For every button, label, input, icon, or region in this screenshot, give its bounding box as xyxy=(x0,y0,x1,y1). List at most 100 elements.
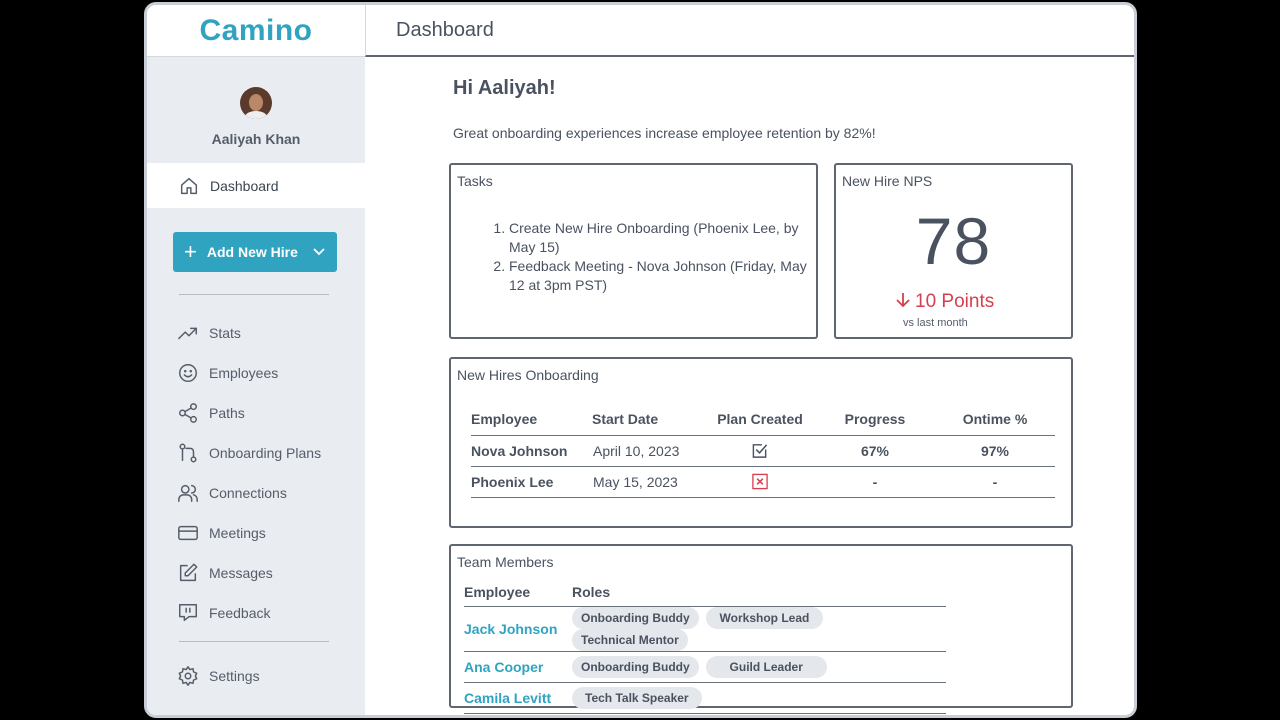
card-icon xyxy=(178,525,198,541)
column-header[interactable]: Start Date xyxy=(592,403,705,436)
git-branch-icon xyxy=(179,443,197,463)
roles-cell: Tech Talk Speaker xyxy=(572,682,946,714)
sidebar-divider xyxy=(179,641,329,642)
nps-value: 78 xyxy=(915,204,992,278)
greeting: Hi Aaliyah! xyxy=(453,77,556,99)
ontime-value: 97% xyxy=(935,435,1055,467)
employee-link[interactable]: Camila Levitt xyxy=(464,682,572,714)
role-badge: Workshop Lead xyxy=(705,606,824,629)
table-header-row: Employee Roles xyxy=(464,578,946,607)
sidebar-item-label: Onboarding Plans xyxy=(209,445,322,461)
column-header[interactable]: Plan Created xyxy=(705,403,815,436)
sidebar-item-paths[interactable]: Paths xyxy=(147,393,365,433)
new-hires-card: New Hires Onboarding Employee Start Date… xyxy=(449,357,1073,528)
app-window: Camino Aaliyah Khan Dashboard + Add New … xyxy=(144,2,1137,718)
progress-value: 67% xyxy=(815,435,935,467)
column-header[interactable]: Employee xyxy=(471,403,592,436)
role-badge: Tech Talk Speaker xyxy=(572,686,702,709)
share-icon xyxy=(179,403,197,423)
nps-title: New Hire NPS xyxy=(842,173,933,189)
plus-icon: + xyxy=(184,239,197,264)
sidebar-item-label: Meetings xyxy=(209,525,266,541)
sidebar-item-label: Dashboard xyxy=(210,177,279,194)
table-row: Ana Cooper Onboarding Buddy Guild Leader xyxy=(464,651,946,683)
column-header[interactable]: Roles xyxy=(572,578,946,607)
sidebar-item-messages[interactable]: Messages xyxy=(147,553,365,593)
table-row: Camila Levitt Tech Talk Speaker xyxy=(464,682,946,714)
edit-icon xyxy=(179,563,198,582)
sidebar-divider xyxy=(179,294,329,295)
user-profile: Aaliyah Khan xyxy=(147,57,365,163)
page-title: Dashboard xyxy=(396,18,494,41)
column-header[interactable]: Ontime % xyxy=(935,403,1055,436)
main-content: Hi Aaliyah! Great onboarding experiences… xyxy=(365,57,1134,715)
role-badge: Onboarding Buddy xyxy=(572,606,699,629)
message-icon xyxy=(179,604,197,622)
table-header-row: Employee Start Date Plan Created Progres… xyxy=(471,403,1055,436)
smiley-icon xyxy=(179,364,197,382)
checkbox-x-icon[interactable] xyxy=(751,473,769,490)
sidebar-item-feedback[interactable]: Feedback xyxy=(147,593,365,633)
plan-created-cell xyxy=(705,466,815,498)
sidebar-item-label: Messages xyxy=(209,565,273,581)
nps-change-value: 10 Points xyxy=(915,291,995,312)
trending-icon xyxy=(178,327,197,340)
logo-bar: Camino xyxy=(147,5,365,57)
task-list: Create New Hire Onboarding (Phoenix Lee,… xyxy=(509,219,809,295)
nps-change: 10 Points xyxy=(896,291,994,313)
progress-value: - xyxy=(815,466,935,498)
role-badge: Technical Mentor xyxy=(572,628,688,651)
table-row: Nova Johnson April 10, 2023 67% 97% xyxy=(471,435,1055,467)
team-members-title: Team Members xyxy=(457,554,554,570)
avatar[interactable] xyxy=(240,87,272,119)
employee-link[interactable]: Jack Johnson xyxy=(464,606,572,652)
chevron-down-icon[interactable] xyxy=(313,245,325,259)
role-badge: Guild Leader xyxy=(705,655,827,678)
employee-link[interactable]: Ana Cooper xyxy=(464,651,572,683)
new-hires-title: New Hires Onboarding xyxy=(457,367,599,383)
plan-created-cell xyxy=(705,435,815,467)
sidebar-item-settings[interactable]: Settings xyxy=(147,656,365,696)
sidebar-item-label: Connections xyxy=(209,485,287,501)
nps-subtext: vs last month xyxy=(903,317,968,329)
column-header[interactable]: Employee xyxy=(464,578,572,607)
team-table: Employee Roles Jack Johnson Onboarding B… xyxy=(464,578,946,714)
sidebar-item-meetings[interactable]: Meetings xyxy=(147,513,365,553)
users-icon xyxy=(178,484,198,502)
profile-name: Aaliyah Khan xyxy=(211,131,301,147)
table-row: Phoenix Lee May 15, 2023 - - xyxy=(471,466,1055,498)
nps-card: New Hire NPS 78 10 Points vs last month xyxy=(834,163,1073,339)
task-item[interactable]: Create New Hire Onboarding (Phoenix Lee,… xyxy=(509,219,809,257)
gear-icon xyxy=(178,666,198,686)
sidebar-item-label: Employees xyxy=(209,365,279,381)
sidebar-item-employees[interactable]: Employees xyxy=(147,353,365,393)
checkbox-checked-icon[interactable] xyxy=(751,442,769,459)
roles-cell: Onboarding Buddy Workshop Lead Technical… xyxy=(572,606,946,652)
arrow-down-icon xyxy=(896,293,910,308)
sidebar-item-connections[interactable]: Connections xyxy=(147,473,365,513)
task-item[interactable]: Feedback Meeting - Nova Johnson (Friday,… xyxy=(509,257,809,295)
sidebar-item-label: Stats xyxy=(209,325,241,341)
ontime-value: - xyxy=(935,466,1055,498)
sidebar-item-onboarding-plans[interactable]: Onboarding Plans xyxy=(147,433,365,473)
roles-cell: Onboarding Buddy Guild Leader xyxy=(572,651,946,683)
start-date: May 15, 2023 xyxy=(592,466,705,498)
column-header[interactable]: Progress xyxy=(815,403,935,436)
team-members-card: Team Members Employee Roles Jack Johnson… xyxy=(449,544,1073,714)
employee-link[interactable]: Phoenix Lee xyxy=(471,466,592,498)
sidebar-item-stats[interactable]: Stats xyxy=(147,313,365,353)
tagline: Great onboarding experiences increase em… xyxy=(453,125,876,141)
employee-link[interactable]: Nova Johnson xyxy=(471,435,592,467)
new-hires-table: Employee Start Date Plan Created Progres… xyxy=(471,403,1055,498)
top-bar: Dashboard xyxy=(365,5,1134,57)
camino-logo[interactable]: Camino xyxy=(199,13,313,47)
table-row: Jack Johnson Onboarding Buddy Workshop L… xyxy=(464,606,946,652)
sidebar: Camino Aaliyah Khan Dashboard + Add New … xyxy=(147,5,365,715)
start-date: April 10, 2023 xyxy=(592,435,705,467)
tasks-title: Tasks xyxy=(457,173,493,189)
home-icon xyxy=(180,177,198,194)
add-new-hire-button[interactable]: + Add New Hire xyxy=(173,232,337,272)
sidebar-item-label: Paths xyxy=(209,405,245,421)
sidebar-item-dashboard[interactable]: Dashboard xyxy=(147,163,365,208)
tasks-card: Tasks Create New Hire Onboarding (Phoeni… xyxy=(449,163,818,339)
